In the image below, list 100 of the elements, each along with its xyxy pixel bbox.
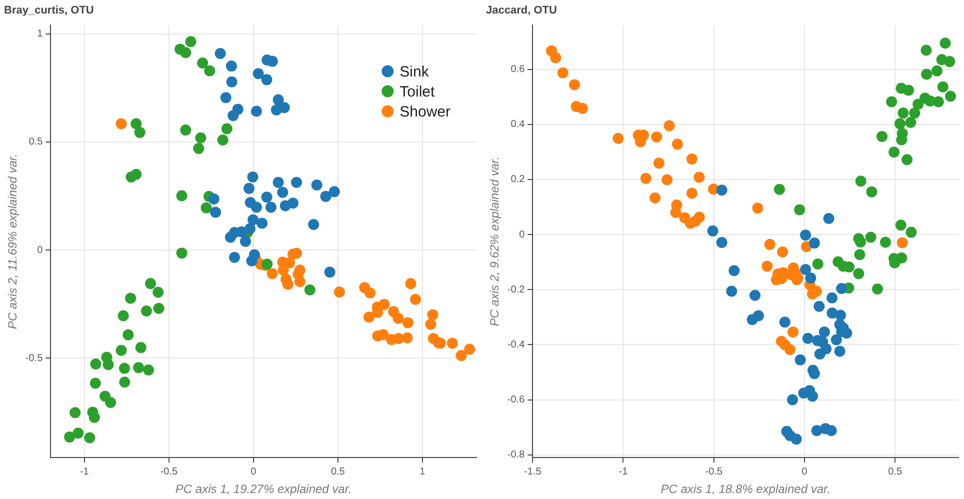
point <box>752 202 764 214</box>
point <box>266 268 278 280</box>
point <box>866 186 878 198</box>
y-tick-label: -0.4 <box>507 339 526 350</box>
point <box>920 44 932 56</box>
point <box>217 134 228 146</box>
point <box>272 94 284 106</box>
x-tick-label: -0.5 <box>160 466 178 478</box>
point <box>880 236 891 248</box>
point <box>102 359 114 370</box>
point <box>266 56 278 67</box>
point <box>446 338 458 349</box>
point <box>752 310 764 322</box>
point <box>694 212 705 223</box>
point <box>805 272 816 284</box>
point <box>90 358 102 370</box>
point <box>210 206 222 218</box>
point <box>686 188 698 199</box>
point <box>195 132 206 144</box>
point <box>266 202 276 213</box>
point <box>896 237 908 248</box>
point <box>872 284 883 295</box>
point <box>220 92 232 104</box>
point <box>119 376 130 388</box>
point <box>888 146 900 158</box>
point <box>246 255 258 266</box>
point <box>320 190 332 202</box>
point <box>118 310 129 322</box>
point <box>134 126 146 138</box>
point <box>764 238 776 250</box>
point <box>214 48 226 60</box>
point <box>311 179 322 190</box>
point <box>865 232 876 243</box>
point <box>153 302 164 314</box>
point <box>226 76 238 88</box>
point <box>944 56 956 68</box>
y-axis-title: PC axis 2, 9.62% explained var. <box>488 156 502 326</box>
point <box>208 194 220 205</box>
point <box>694 172 705 183</box>
point <box>568 79 580 90</box>
point <box>364 287 376 298</box>
point <box>762 260 773 272</box>
point <box>122 329 134 340</box>
point <box>906 226 917 238</box>
point <box>749 290 760 301</box>
point <box>788 326 799 338</box>
point <box>272 176 284 188</box>
point <box>895 220 906 231</box>
point <box>836 282 848 294</box>
point <box>193 142 204 154</box>
y-tick-label: 0.6 <box>510 64 526 76</box>
x-tick-label: -0.5 <box>705 466 723 478</box>
point <box>650 192 661 204</box>
point <box>116 118 127 130</box>
point <box>670 206 682 218</box>
point <box>334 286 345 298</box>
point <box>256 218 268 229</box>
x-axis-title: PC axis 1, 18.8% explained var. <box>660 482 830 496</box>
point <box>287 198 298 209</box>
point <box>876 130 888 142</box>
point <box>909 108 920 119</box>
point <box>244 182 255 194</box>
point <box>932 96 944 108</box>
point <box>402 332 413 344</box>
point <box>806 390 818 402</box>
point <box>224 232 236 243</box>
point <box>142 364 154 376</box>
point <box>226 60 237 72</box>
point <box>794 354 806 366</box>
point <box>937 81 948 92</box>
y-tick-label: 0.4 <box>510 119 526 130</box>
point <box>378 329 389 340</box>
x-tick-label: -1 <box>80 466 90 478</box>
point <box>250 106 262 117</box>
point <box>410 294 421 305</box>
point <box>427 309 438 320</box>
point <box>228 110 239 122</box>
point <box>945 90 956 102</box>
point <box>88 412 100 423</box>
y-tick-label: 0 <box>37 244 44 256</box>
y-tick-label: -0.2 <box>507 284 526 296</box>
x-tick-label: 0.5 <box>330 466 346 478</box>
point <box>240 236 251 247</box>
y-tick-label: -0.5 <box>25 352 44 364</box>
x-axis-title: PC axis 1, 19.27% explained var. <box>175 482 352 496</box>
y-tick-label: 0.5 <box>28 136 44 148</box>
point <box>118 362 130 374</box>
point <box>612 132 624 144</box>
point <box>294 276 306 288</box>
point <box>185 36 196 48</box>
point <box>425 318 436 330</box>
chart-title: Jaccard, OTU <box>486 4 557 17</box>
point <box>902 84 914 96</box>
point <box>557 67 568 78</box>
point <box>905 116 916 128</box>
point <box>278 102 290 114</box>
point <box>686 154 698 165</box>
point <box>304 284 316 296</box>
point <box>125 292 136 304</box>
point <box>902 154 913 166</box>
